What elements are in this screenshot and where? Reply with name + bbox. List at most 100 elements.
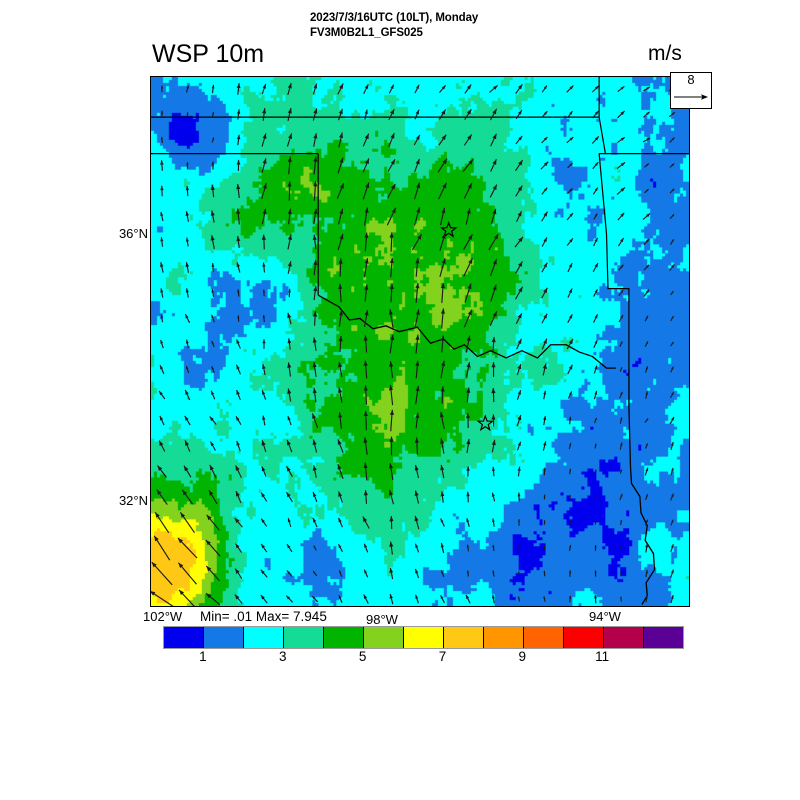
wind-arrow bbox=[543, 494, 546, 500]
wind-arrow bbox=[516, 363, 522, 376]
wind-arrow bbox=[261, 83, 267, 95]
wind-arrow bbox=[338, 132, 344, 148]
wind-arrow bbox=[414, 464, 420, 479]
wind-arrow bbox=[488, 233, 499, 251]
wind-arrow bbox=[670, 493, 674, 501]
wind-arrow bbox=[386, 207, 397, 226]
wind-arrow bbox=[438, 182, 447, 200]
wind-arrow bbox=[670, 519, 674, 526]
wind-arrow bbox=[516, 414, 522, 427]
wind-arrow bbox=[517, 519, 521, 526]
wind-arrow bbox=[516, 441, 522, 451]
wind-arrow bbox=[208, 489, 218, 505]
wind-arrow bbox=[618, 314, 624, 323]
wind-arrow bbox=[514, 286, 524, 300]
wind-arrow bbox=[160, 339, 164, 349]
wind-arrow bbox=[363, 360, 368, 379]
wind-arrow bbox=[414, 84, 420, 94]
wind-arrow bbox=[491, 492, 496, 502]
wind-arrow bbox=[490, 284, 497, 302]
wind-arrow bbox=[644, 467, 649, 476]
wind-arrow bbox=[364, 109, 368, 120]
wind-arrow bbox=[670, 543, 674, 553]
wind-arrow bbox=[287, 234, 292, 250]
wind-arrow bbox=[670, 569, 674, 578]
wind-arrow bbox=[619, 493, 623, 501]
wind-arrow bbox=[235, 364, 241, 375]
wind-arrow bbox=[644, 418, 649, 423]
wind-arrow bbox=[313, 181, 318, 201]
wind-arrow bbox=[388, 108, 395, 121]
wind-arrow bbox=[211, 263, 215, 272]
wind-arrow bbox=[644, 315, 649, 322]
wind-arrow bbox=[541, 187, 548, 195]
wind-arrow bbox=[591, 85, 600, 93]
wind-arrow bbox=[312, 361, 317, 378]
wind-arrow bbox=[338, 387, 343, 403]
wind-arrow bbox=[616, 186, 626, 195]
wind-arrow bbox=[388, 132, 395, 148]
wind-arrow bbox=[567, 187, 574, 194]
wind-arrow bbox=[389, 593, 394, 605]
wind-arrow bbox=[466, 438, 471, 454]
wind-arrow bbox=[287, 415, 292, 426]
wind-arrow bbox=[466, 544, 470, 552]
wind-arrow bbox=[338, 595, 343, 604]
wind-arrow bbox=[566, 85, 574, 93]
colorbar-segment-12 bbox=[644, 627, 683, 648]
wind-arrow bbox=[388, 84, 395, 94]
wind-arrow bbox=[287, 181, 292, 201]
wind-arrow bbox=[462, 158, 474, 173]
wind-arrow bbox=[236, 235, 241, 249]
colorbar[interactable] bbox=[163, 626, 684, 649]
wind-arrow bbox=[466, 518, 470, 527]
wind-arrow bbox=[515, 185, 523, 197]
colorbar-segment-1 bbox=[204, 627, 244, 648]
wind-arrow bbox=[489, 108, 498, 121]
colorbar-tick-5: 5 bbox=[358, 649, 367, 664]
wind-arrow bbox=[261, 208, 267, 225]
wind-arrow bbox=[209, 416, 217, 425]
wind-arrow bbox=[541, 211, 548, 222]
wind-arrow bbox=[438, 134, 447, 146]
min-max-readout: Min= .01 Max= 7.945 bbox=[200, 609, 327, 624]
wind-arrow bbox=[184, 313, 191, 324]
wind-arrow bbox=[160, 185, 164, 197]
wind-arrow bbox=[669, 264, 675, 271]
wind-arrow bbox=[670, 366, 674, 373]
wind-arrow bbox=[389, 283, 394, 303]
map-panel[interactable] bbox=[150, 76, 690, 607]
state-borders bbox=[151, 77, 689, 605]
wind-arrow bbox=[211, 288, 215, 298]
wind-arrow bbox=[644, 341, 649, 347]
wind-arrow bbox=[338, 258, 343, 277]
wind-arrow bbox=[338, 517, 343, 528]
wind-arrow bbox=[541, 262, 548, 273]
wind-arrow bbox=[158, 440, 166, 452]
wind-arrow bbox=[414, 515, 420, 530]
wind-arrow bbox=[440, 308, 446, 329]
wind-arrow bbox=[160, 262, 164, 273]
wind-arrow bbox=[205, 539, 221, 557]
wind-arrow bbox=[313, 133, 318, 147]
wind-arrow bbox=[413, 134, 421, 146]
wind-arrow bbox=[236, 183, 241, 199]
wind-arrow bbox=[440, 594, 445, 604]
wind-arrow bbox=[312, 108, 318, 121]
wind-arrow bbox=[387, 183, 396, 199]
wind-arrow bbox=[415, 594, 419, 604]
lon-label-94w: 94°W bbox=[589, 609, 621, 624]
wind-arrow bbox=[440, 518, 445, 527]
wind-arrow bbox=[312, 517, 318, 528]
wind-arrow bbox=[619, 391, 623, 399]
colorbar-segment-2 bbox=[244, 627, 284, 648]
wind-arrow bbox=[568, 544, 572, 552]
wind-arrow bbox=[642, 212, 651, 220]
wind-arrow bbox=[619, 417, 623, 424]
wind-arrow bbox=[516, 338, 522, 350]
wind-arrow bbox=[179, 512, 196, 534]
wind-arrow bbox=[338, 412, 343, 429]
wind-arrow bbox=[465, 412, 471, 429]
wind-arrow bbox=[364, 232, 369, 252]
colorbar-segment-6 bbox=[404, 627, 444, 648]
